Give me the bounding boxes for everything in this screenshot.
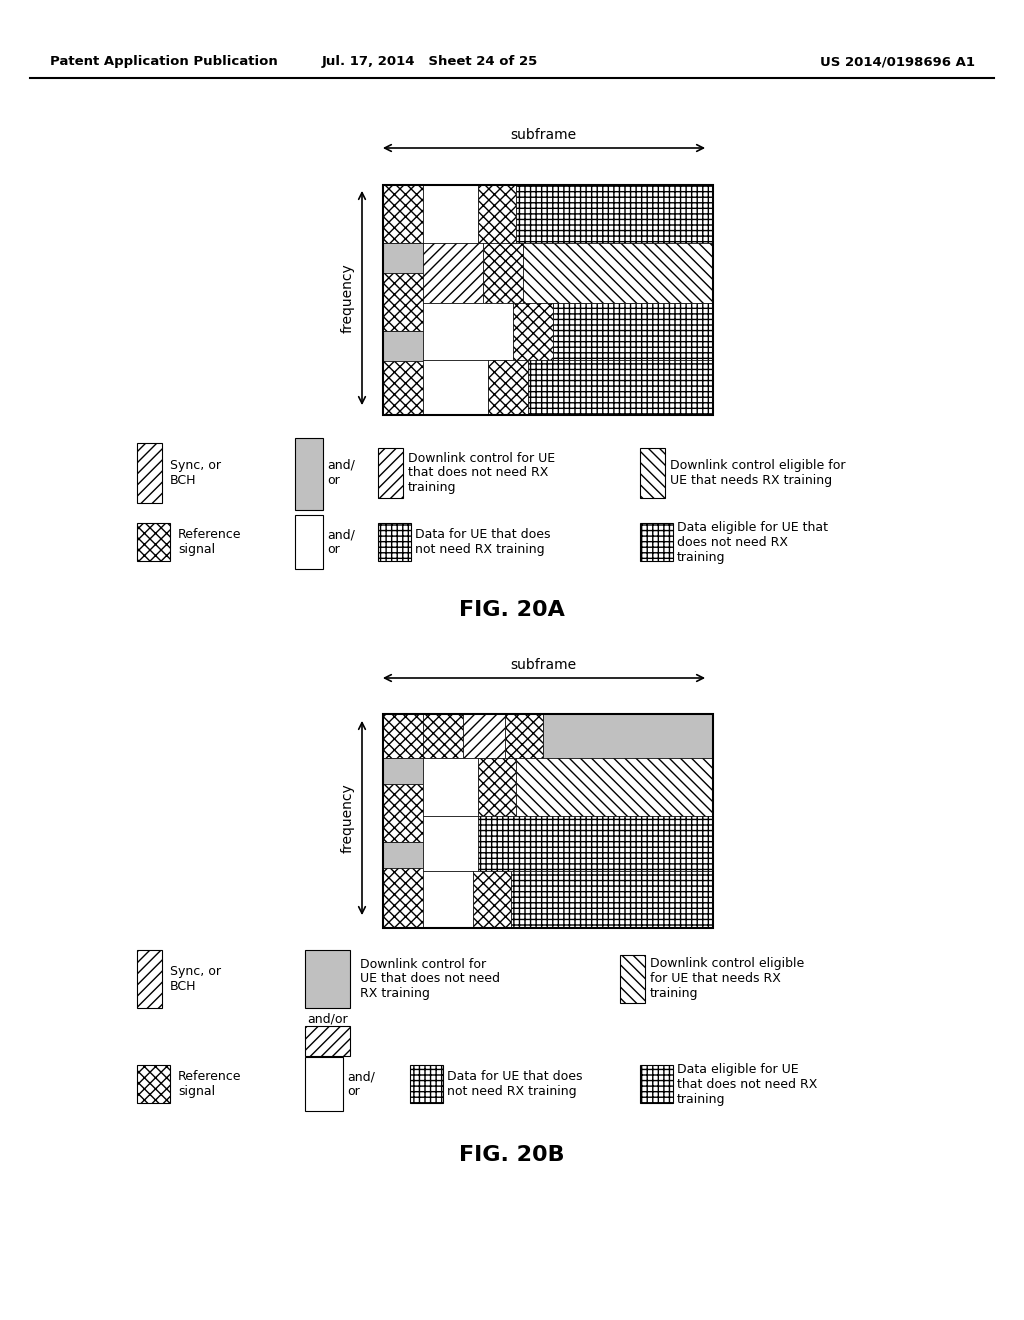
Bar <box>423 185 478 243</box>
Text: FIG. 20B: FIG. 20B <box>459 1144 565 1166</box>
Bar <box>383 273 423 331</box>
Text: and/or: and/or <box>307 1012 348 1026</box>
Bar <box>640 447 665 498</box>
Bar <box>423 714 463 758</box>
Bar <box>543 714 713 758</box>
Bar <box>488 360 528 414</box>
Bar <box>528 360 713 414</box>
Bar <box>383 331 423 360</box>
Bar <box>383 714 713 928</box>
Text: frequency: frequency <box>341 783 355 853</box>
Bar <box>137 444 162 503</box>
Text: Sync, or
BCH: Sync, or BCH <box>170 459 221 487</box>
Text: FIG. 20A: FIG. 20A <box>459 601 565 620</box>
Bar <box>383 869 423 928</box>
Text: Sync, or
BCH: Sync, or BCH <box>170 965 221 993</box>
Text: Data for UE that does
not need RX training: Data for UE that does not need RX traini… <box>447 1071 583 1098</box>
Bar <box>295 515 323 569</box>
Bar <box>423 816 478 871</box>
Bar <box>516 185 713 243</box>
Text: and/
or: and/ or <box>327 528 355 556</box>
Bar <box>473 871 511 928</box>
Text: and/
or: and/ or <box>327 459 355 487</box>
Text: and/
or: and/ or <box>347 1071 375 1098</box>
Bar <box>423 243 483 304</box>
Bar <box>620 954 645 1003</box>
Text: Data eligible for UE
that does not need RX
training: Data eligible for UE that does not need … <box>677 1063 817 1106</box>
Bar <box>423 304 513 360</box>
Bar <box>483 243 523 304</box>
Text: Data eligible for UE that
does not need RX
training: Data eligible for UE that does not need … <box>677 520 828 564</box>
Bar <box>305 1026 350 1056</box>
Bar <box>553 304 713 360</box>
Bar <box>383 714 713 928</box>
Text: Reference
signal: Reference signal <box>178 1071 242 1098</box>
Bar <box>410 1065 443 1104</box>
Bar <box>383 185 713 414</box>
Text: Reference
signal: Reference signal <box>178 528 242 556</box>
Bar <box>383 243 423 273</box>
Bar <box>383 714 423 758</box>
Bar <box>423 871 473 928</box>
Text: Downlink control eligible
for UE that needs RX
training: Downlink control eligible for UE that ne… <box>650 957 804 1001</box>
Bar <box>478 758 516 816</box>
Bar <box>383 185 713 414</box>
Bar <box>305 1057 343 1111</box>
Text: Downlink control for UE
that does not need RX
training: Downlink control for UE that does not ne… <box>408 451 555 495</box>
Text: subframe: subframe <box>510 128 577 143</box>
Text: subframe: subframe <box>510 657 577 672</box>
Bar <box>305 950 350 1008</box>
Text: US 2014/0198696 A1: US 2014/0198696 A1 <box>820 55 975 69</box>
Bar <box>523 243 713 304</box>
Text: Downlink control eligible for
UE that needs RX training: Downlink control eligible for UE that ne… <box>670 459 846 487</box>
Bar <box>137 1065 170 1104</box>
Bar <box>505 714 543 758</box>
Text: Patent Application Publication: Patent Application Publication <box>50 55 278 69</box>
Bar <box>516 758 713 816</box>
Bar <box>463 714 505 758</box>
Bar <box>383 842 423 869</box>
Bar <box>383 185 423 243</box>
Bar <box>378 447 403 498</box>
Text: Downlink control for
UE that does not need
RX training: Downlink control for UE that does not ne… <box>360 957 500 1001</box>
Text: Jul. 17, 2014   Sheet 24 of 25: Jul. 17, 2014 Sheet 24 of 25 <box>322 55 539 69</box>
Bar <box>383 784 423 842</box>
Bar <box>383 360 423 414</box>
Bar <box>640 1065 673 1104</box>
Bar <box>513 304 553 360</box>
Bar <box>137 950 162 1008</box>
Bar <box>478 816 713 871</box>
Bar <box>640 523 673 561</box>
Bar <box>423 758 478 816</box>
Bar <box>295 438 323 510</box>
Bar <box>423 360 488 414</box>
Bar <box>478 185 516 243</box>
Text: frequency: frequency <box>341 263 355 333</box>
Bar <box>378 523 411 561</box>
Bar <box>383 758 423 784</box>
Bar <box>511 871 713 928</box>
Text: Data for UE that does
not need RX training: Data for UE that does not need RX traini… <box>415 528 551 556</box>
Bar <box>137 523 170 561</box>
